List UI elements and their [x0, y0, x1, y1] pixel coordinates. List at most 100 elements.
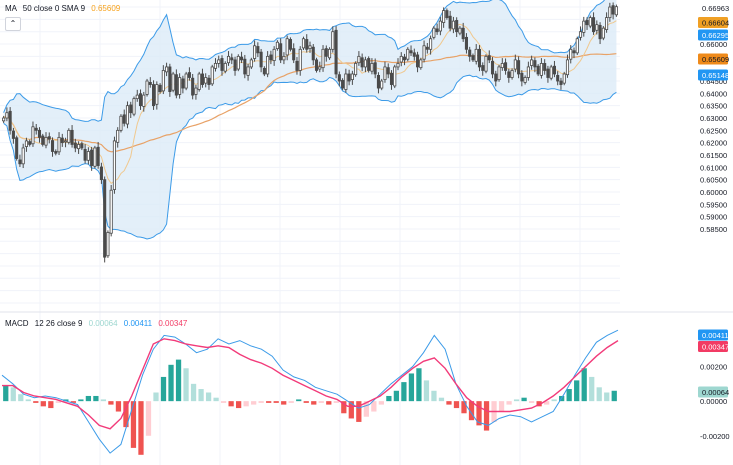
candle-body: [266, 55, 270, 75]
candle-body: [5, 112, 9, 119]
candle-body: [217, 59, 221, 64]
candle: [240, 51, 244, 64]
candle-body: [285, 38, 289, 56]
candle-body: [373, 62, 377, 75]
candle-body: [86, 151, 90, 161]
candle-body: [77, 144, 81, 150]
candle-body: [350, 73, 354, 81]
candle-body: [530, 59, 534, 66]
candle-body: [539, 63, 543, 76]
candle-body: [432, 27, 436, 38]
candle: [112, 136, 116, 194]
histogram-bar: [551, 399, 557, 402]
candle: [605, 12, 609, 33]
candle-body: [57, 136, 61, 153]
candle: [539, 58, 543, 79]
histogram-bar: [311, 401, 317, 405]
macd-legend[interactable]: MACD 12 26 close 9 0.00064 0.00411 0.003…: [5, 319, 187, 328]
candle-body: [363, 59, 367, 68]
histogram-bar: [281, 401, 287, 405]
ma-legend[interactable]: MA 50 close 0 SMA 9 0.65609: [5, 4, 120, 13]
histogram-bar: [408, 373, 415, 402]
price-label-bg: [698, 69, 728, 81]
candle-body: [370, 63, 374, 72]
candle-body: [67, 129, 71, 143]
price-label-text: 0.65148: [702, 71, 729, 80]
price-label-text: 0.00411: [702, 331, 729, 340]
candle: [376, 72, 380, 94]
candle: [520, 70, 524, 87]
macd-line: [1, 329, 619, 454]
candle-body: [138, 93, 143, 107]
candle-body: [109, 189, 113, 234]
candle-body: [161, 70, 165, 92]
candle-body: [328, 48, 332, 59]
macd-pane: [1, 329, 619, 455]
candle-body: [546, 68, 550, 78]
histogram-bar: [356, 401, 362, 422]
candle: [103, 176, 107, 263]
candle: [497, 64, 501, 82]
candle-body: [396, 63, 400, 68]
candle-body: [171, 73, 175, 91]
candle: [37, 127, 42, 143]
macd-histogram-value: 0.00064: [88, 319, 118, 328]
candle-body: [220, 58, 224, 71]
candle-body: [223, 63, 227, 72]
candle: [611, 2, 615, 20]
histogram-bar: [363, 401, 369, 417]
candle-body: [549, 66, 553, 79]
histogram-bar: [498, 401, 505, 412]
candle: [230, 53, 234, 65]
candle-body: [272, 48, 276, 61]
candle: [370, 58, 374, 75]
candle-body: [419, 59, 423, 69]
candle: [116, 127, 120, 148]
candle: [161, 65, 165, 95]
candle-body: [93, 147, 97, 167]
candle-body: [399, 55, 403, 63]
candle-body: [513, 59, 517, 70]
candle: [526, 61, 530, 81]
candle: [321, 45, 325, 72]
candle-body: [572, 50, 576, 54]
candle: [308, 41, 312, 53]
candle-body: [204, 77, 208, 84]
candle: [31, 121, 35, 147]
price-label: 0.65609: [698, 53, 729, 65]
candle-body: [132, 98, 136, 115]
candle-body: [2, 117, 6, 122]
candle-body: [83, 148, 87, 161]
price-tick: 0.62000: [700, 139, 727, 148]
candle-body: [422, 45, 426, 60]
histogram-bar: [589, 376, 595, 402]
histogram-bar: [25, 399, 31, 402]
candle: [530, 55, 534, 70]
candle: [396, 58, 400, 71]
ma-legend-name: MA: [5, 4, 17, 13]
candles: [2, 2, 618, 263]
candle-body: [565, 59, 570, 76]
price-tick: 0.61000: [700, 163, 727, 172]
candle: [67, 128, 71, 145]
candle: [57, 132, 61, 155]
candle-body: [64, 140, 68, 143]
price-label-text: 0.65609: [702, 55, 729, 64]
ma-legend-params: 50 close 0 SMA 9: [22, 4, 86, 13]
histogram-bar: [100, 399, 107, 402]
candle-body: [468, 49, 472, 57]
candle: [504, 58, 508, 75]
candle: [47, 132, 51, 144]
candle-body: [448, 15, 452, 29]
macd-legend-name: MACD: [5, 319, 29, 328]
candle: [217, 55, 221, 68]
candle: [292, 43, 296, 64]
price-label-bg: [698, 53, 728, 65]
candle: [523, 75, 527, 85]
candle: [389, 70, 394, 90]
candle: [559, 77, 563, 90]
histogram-bar: [33, 401, 39, 403]
chevron-up-icon[interactable]: ⌃: [5, 17, 21, 31]
candle: [200, 68, 204, 88]
candle: [311, 44, 315, 66]
